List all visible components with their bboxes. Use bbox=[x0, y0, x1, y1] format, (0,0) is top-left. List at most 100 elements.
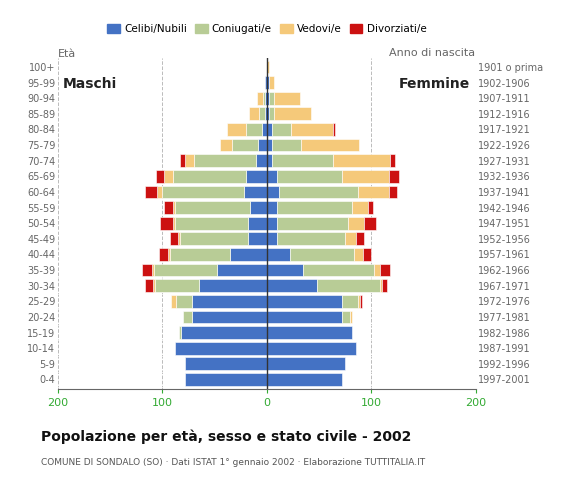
Bar bbox=[152, 264, 154, 276]
Bar bbox=[160, 217, 173, 229]
Bar bbox=[173, 170, 246, 183]
Bar bbox=[162, 186, 244, 198]
Bar bbox=[160, 248, 168, 261]
Bar bbox=[217, 264, 267, 276]
Bar bbox=[267, 295, 342, 308]
Text: Età: Età bbox=[58, 49, 76, 59]
Bar bbox=[269, 76, 274, 89]
Bar bbox=[390, 154, 395, 167]
Bar bbox=[264, 76, 267, 89]
Bar bbox=[280, 186, 358, 198]
Bar bbox=[290, 248, 354, 261]
Bar bbox=[144, 279, 153, 292]
Bar bbox=[227, 123, 246, 136]
Bar bbox=[374, 264, 379, 276]
Bar bbox=[291, 123, 332, 136]
Bar bbox=[258, 92, 263, 105]
Bar bbox=[250, 201, 267, 214]
Bar bbox=[354, 248, 363, 261]
Bar bbox=[186, 373, 267, 386]
Bar bbox=[267, 76, 269, 89]
Text: Femmine: Femmine bbox=[399, 77, 470, 91]
Bar bbox=[153, 279, 155, 292]
Bar bbox=[186, 358, 267, 370]
Bar bbox=[348, 217, 364, 229]
Bar bbox=[274, 92, 300, 105]
Bar bbox=[272, 123, 291, 136]
Bar bbox=[170, 232, 178, 245]
Bar bbox=[173, 201, 175, 214]
Bar bbox=[220, 139, 233, 152]
Bar bbox=[267, 232, 277, 245]
Bar bbox=[358, 186, 389, 198]
Bar bbox=[360, 295, 362, 308]
Bar bbox=[389, 170, 400, 183]
Bar bbox=[248, 217, 267, 229]
Bar bbox=[272, 154, 332, 167]
Bar bbox=[267, 358, 345, 370]
Bar bbox=[342, 295, 358, 308]
Bar bbox=[267, 201, 277, 214]
Bar bbox=[267, 123, 272, 136]
Bar bbox=[353, 201, 368, 214]
Bar bbox=[157, 186, 162, 198]
Bar bbox=[181, 326, 267, 339]
Bar bbox=[267, 170, 277, 183]
Bar bbox=[277, 232, 345, 245]
Bar bbox=[267, 186, 280, 198]
Bar bbox=[259, 139, 267, 152]
Bar bbox=[168, 248, 170, 261]
Bar bbox=[233, 139, 259, 152]
Bar bbox=[267, 60, 269, 73]
Bar bbox=[194, 154, 256, 167]
Text: Popolazione per età, sesso e stato civile - 2002: Popolazione per età, sesso e stato civil… bbox=[41, 430, 411, 444]
Bar bbox=[142, 264, 152, 276]
Bar bbox=[332, 154, 390, 167]
Bar bbox=[244, 186, 267, 198]
Bar bbox=[180, 232, 248, 245]
Bar bbox=[199, 279, 267, 292]
Bar bbox=[186, 154, 194, 167]
Bar bbox=[277, 201, 353, 214]
Bar bbox=[269, 92, 274, 105]
Bar bbox=[155, 279, 199, 292]
Bar bbox=[267, 92, 269, 105]
Bar bbox=[267, 108, 269, 120]
Text: Maschi: Maschi bbox=[63, 77, 118, 91]
Bar bbox=[256, 154, 267, 167]
Bar bbox=[368, 201, 374, 214]
Bar bbox=[267, 217, 277, 229]
Bar bbox=[301, 139, 358, 152]
Bar bbox=[267, 342, 356, 355]
Bar bbox=[176, 295, 191, 308]
Bar bbox=[272, 139, 301, 152]
Bar bbox=[267, 154, 272, 167]
Bar bbox=[183, 311, 191, 324]
Bar bbox=[379, 264, 390, 276]
Bar bbox=[175, 201, 250, 214]
Bar bbox=[274, 108, 311, 120]
Bar bbox=[358, 295, 360, 308]
Legend: Celibi/Nubili, Coniugati/e, Vedovi/e, Divorziati/e: Celibi/Nubili, Coniugati/e, Vedovi/e, Di… bbox=[103, 20, 430, 38]
Bar bbox=[175, 217, 248, 229]
Bar bbox=[267, 139, 272, 152]
Bar bbox=[170, 248, 230, 261]
Bar bbox=[345, 232, 356, 245]
Bar bbox=[363, 248, 371, 261]
Bar bbox=[317, 279, 379, 292]
Bar bbox=[171, 295, 176, 308]
Bar bbox=[178, 232, 180, 245]
Bar bbox=[356, 232, 364, 245]
Bar bbox=[179, 326, 181, 339]
Bar bbox=[379, 279, 382, 292]
Bar bbox=[144, 186, 157, 198]
Bar bbox=[246, 170, 267, 183]
Bar bbox=[249, 108, 259, 120]
Bar bbox=[165, 201, 173, 214]
Bar bbox=[230, 248, 267, 261]
Bar bbox=[175, 342, 267, 355]
Bar bbox=[277, 170, 342, 183]
Bar bbox=[173, 217, 175, 229]
Text: COMUNE DI SONDALO (SO) · Dati ISTAT 1° gennaio 2002 · Elaborazione TUTTITALIA.IT: COMUNE DI SONDALO (SO) · Dati ISTAT 1° g… bbox=[41, 458, 425, 468]
Bar bbox=[303, 264, 374, 276]
